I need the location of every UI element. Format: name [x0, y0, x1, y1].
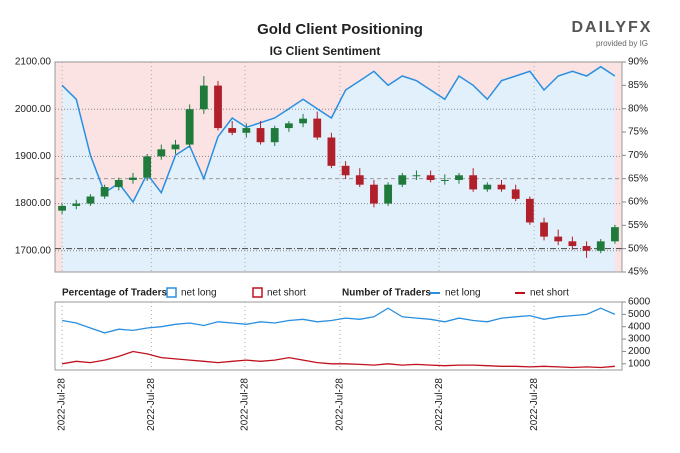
candle-body — [440, 179, 449, 181]
candle-body — [497, 184, 506, 190]
y-tick-label: 3000 — [628, 334, 651, 345]
candle-body — [398, 175, 407, 185]
candle-body — [284, 123, 293, 129]
candle-body — [171, 144, 180, 150]
source-note: provided by IG — [596, 39, 648, 48]
candle-body — [58, 205, 66, 211]
y-tick-label: 1000 — [628, 358, 651, 369]
candle-body — [554, 236, 563, 242]
plot-frame — [54, 301, 623, 371]
y2-tick-label: 75% — [628, 127, 648, 138]
candle-body — [129, 177, 137, 180]
y2-tick-label: 80% — [628, 103, 648, 114]
candle-body — [611, 227, 619, 242]
candle-body — [341, 165, 350, 176]
candle-body — [540, 222, 548, 237]
x-tick-label: 2022-Jul-28 — [57, 378, 68, 431]
y-tick-label: 2100.00 — [15, 57, 52, 68]
candle-body — [327, 137, 336, 166]
candle-body — [72, 203, 81, 206]
candle-body — [100, 187, 109, 197]
candle-body — [299, 118, 307, 124]
trader-line — [61, 307, 616, 334]
net-long-line — [61, 65, 616, 204]
x-tick-label: 2022-Jul-28 — [529, 378, 540, 431]
y-tick-label: 2000.00 — [15, 104, 52, 115]
y-tick-label: 1800.00 — [15, 198, 52, 209]
y-tick-label: 6000 — [628, 297, 651, 308]
legend-label: net long — [445, 288, 481, 299]
candle-body — [228, 128, 237, 133]
legend-label: net short — [267, 288, 306, 299]
candle-body — [525, 198, 534, 223]
legend-label: net short — [530, 288, 569, 299]
legend-title: Number of Traders — [342, 288, 431, 299]
candle-body — [86, 196, 95, 204]
y2-tick-label: 50% — [628, 243, 648, 254]
y-tick-label: 2000 — [628, 346, 651, 357]
legend-swatch — [166, 287, 177, 298]
candle-body — [355, 175, 364, 185]
legend-label: net long — [181, 288, 217, 299]
y2-tick-label: 45% — [628, 267, 648, 278]
x-tick-label: 2022-Jul-28 — [434, 378, 445, 431]
candle-body — [199, 85, 208, 110]
y-tick-label: 4000 — [628, 321, 651, 332]
candle-body — [270, 128, 279, 143]
legend-title: Percentage of Traders — [62, 288, 167, 299]
y2-tick-label: 70% — [628, 150, 648, 161]
chart-title: Gold Client Positioning — [257, 21, 423, 38]
trader-line — [61, 350, 615, 369]
chart-subtitle: IG Client Sentiment — [270, 44, 381, 58]
candle-body — [214, 85, 222, 129]
candle-body — [185, 109, 194, 145]
y2-tick-label: 65% — [628, 173, 648, 184]
candle-body — [412, 175, 421, 177]
source-logo: DAILYFX — [572, 19, 653, 36]
x-tick-label: 2022-Jul-28 — [335, 378, 346, 431]
candle-body — [370, 184, 378, 204]
y2-tick-label: 90% — [628, 57, 648, 68]
candle-body — [384, 184, 393, 204]
candle-body — [256, 128, 265, 143]
plot-frame — [54, 61, 623, 273]
candle-body — [242, 128, 251, 133]
candle-body — [568, 241, 577, 247]
candle-body — [157, 149, 166, 157]
x-tick-label: 2022-Jul-28 — [146, 378, 157, 431]
y2-tick-label: 60% — [628, 197, 648, 208]
y-tick-label: 1700.00 — [15, 245, 52, 256]
candle-body — [596, 241, 605, 251]
candle-body — [114, 179, 123, 188]
candle-body — [455, 175, 463, 180]
y-tick-label: 1900.00 — [15, 151, 52, 162]
candle-body — [469, 175, 478, 190]
candle-body — [483, 184, 492, 190]
y2-tick-label: 55% — [628, 220, 648, 231]
candle-body — [313, 118, 322, 138]
candle-body — [511, 189, 520, 199]
candle-body — [143, 156, 152, 178]
net-long-area — [62, 66, 615, 272]
legend-swatch — [252, 287, 263, 298]
y2-tick-label: 85% — [628, 80, 648, 91]
x-tick-label: 2022-Jul-28 — [240, 378, 251, 431]
candle-body — [582, 246, 591, 251]
y-tick-label: 5000 — [628, 309, 651, 320]
candle-body — [426, 175, 435, 180]
